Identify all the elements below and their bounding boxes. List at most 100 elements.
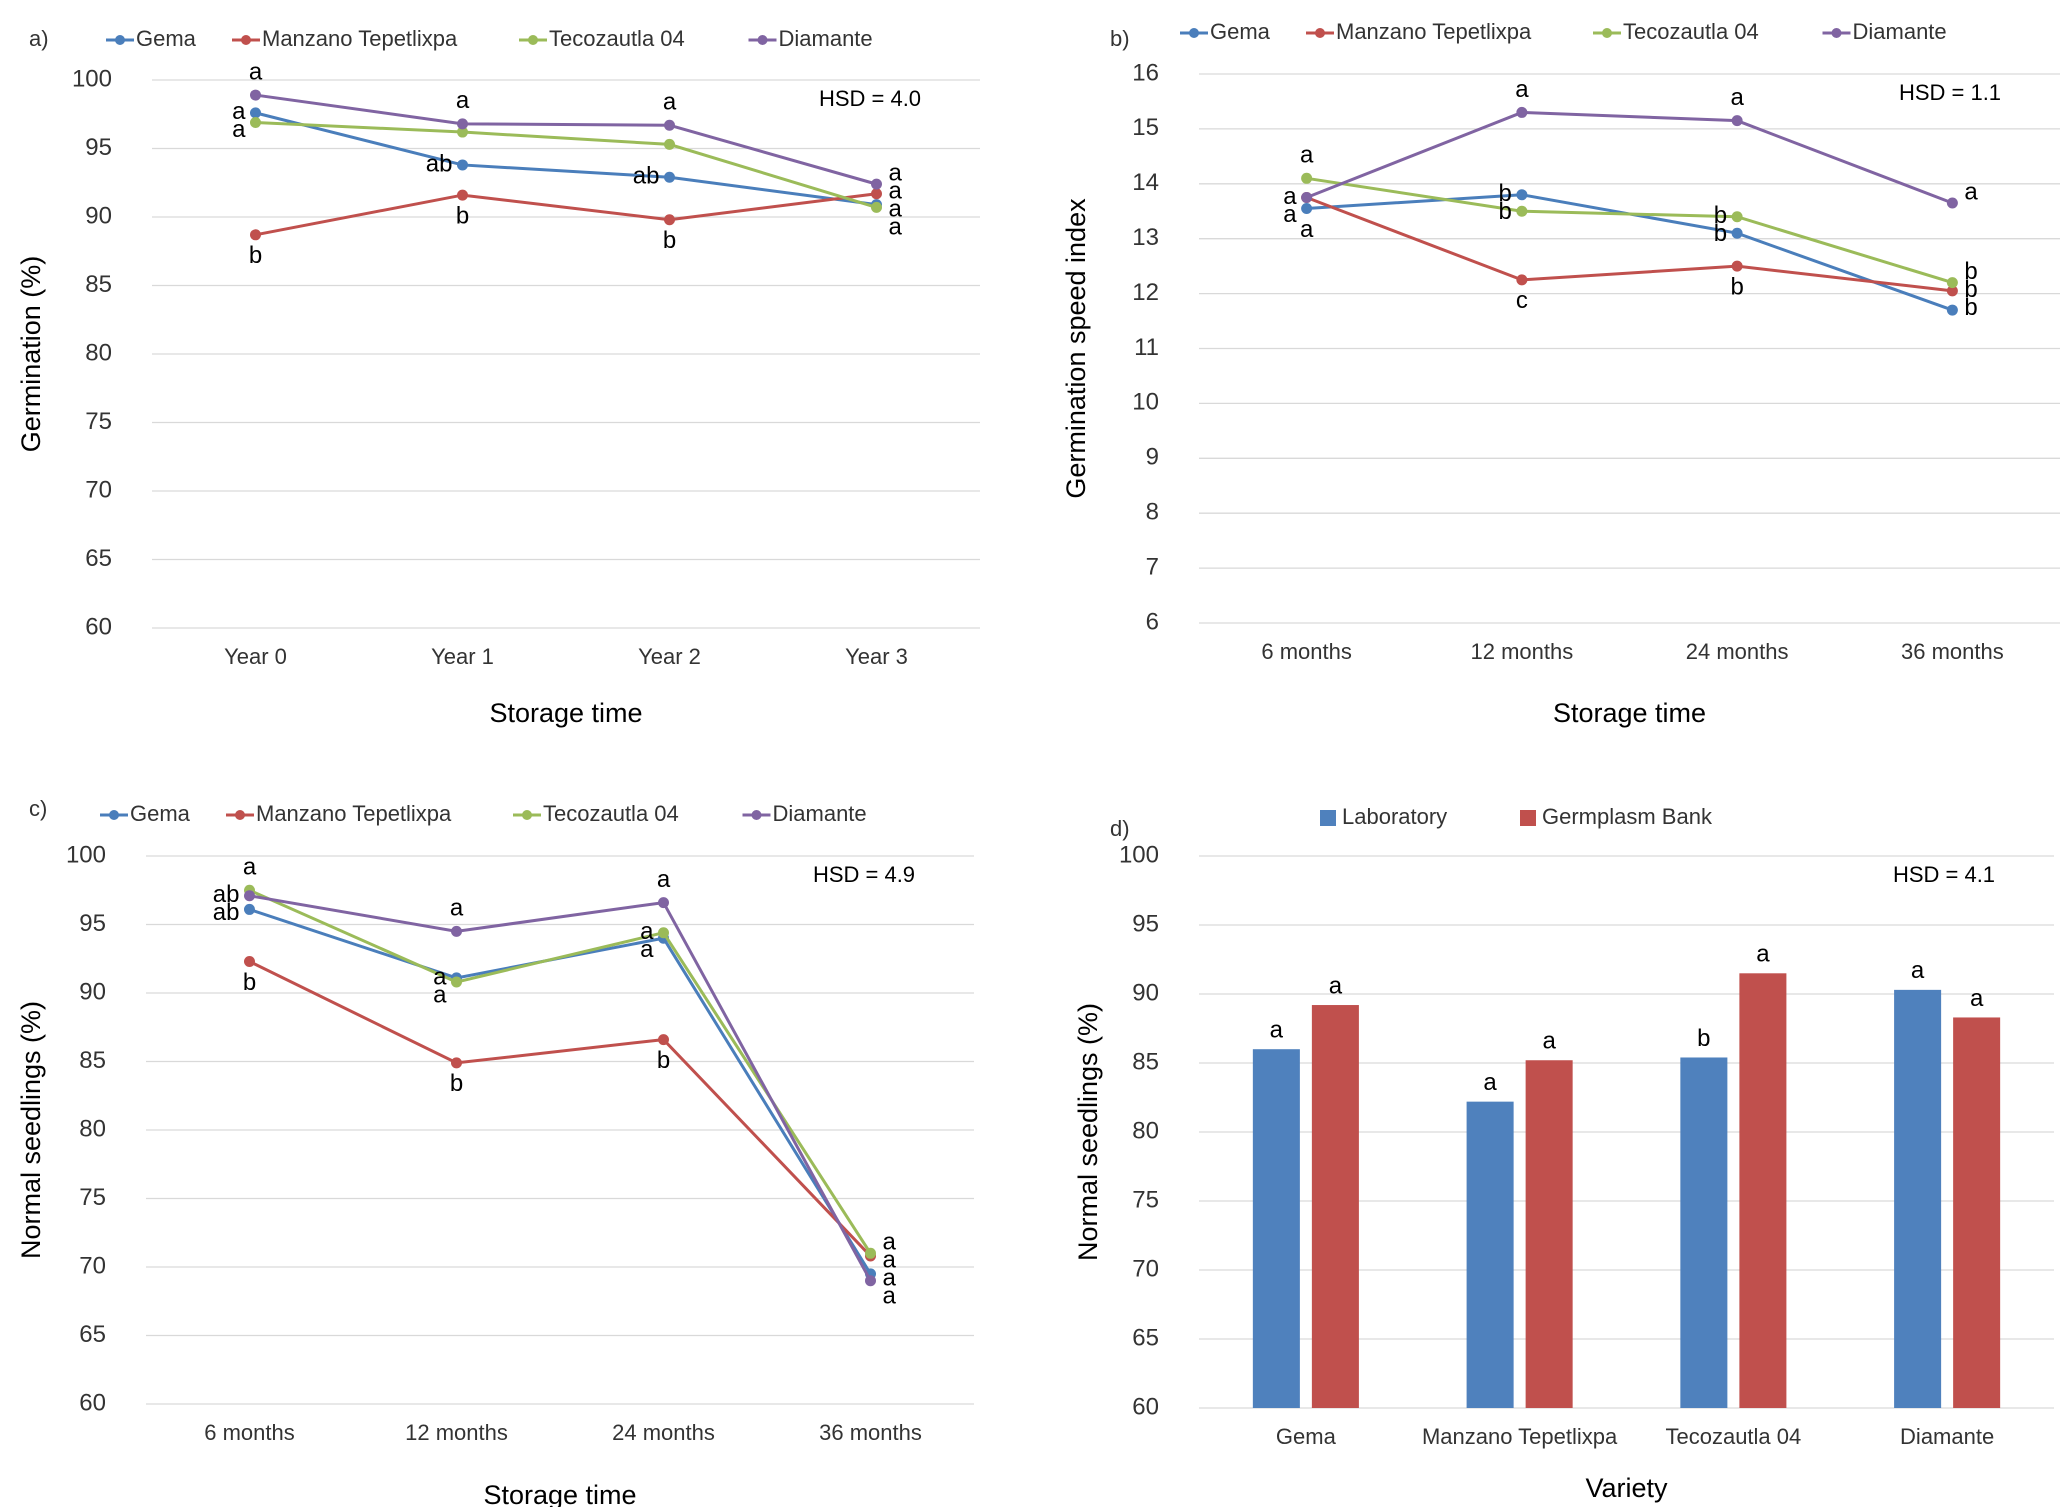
point	[664, 171, 675, 183]
significance-letter: a	[883, 1247, 897, 1274]
significance-letter: b	[456, 202, 469, 229]
x-tick-label: 24 months	[1686, 639, 1789, 664]
x-axis-title: Storage time	[489, 698, 642, 728]
panel: d) HSD = 4.1 Variety Normal seedlings (%) 60…	[1073, 804, 2054, 1503]
point	[250, 107, 261, 119]
point	[1731, 260, 1743, 272]
line	[255, 93, 877, 186]
x-axis-title: Variety	[1585, 1473, 1668, 1503]
line	[248, 960, 872, 1258]
y-tick-label: 13	[1132, 224, 1159, 251]
y-tick-label: 90	[79, 978, 106, 1005]
significance-letter: a	[889, 159, 903, 186]
x-tick-label: Year 3	[845, 644, 908, 669]
panel-label: d)	[1110, 816, 1130, 841]
point	[664, 119, 675, 131]
significance-letter: a	[433, 981, 447, 1008]
significance-letter: a	[1300, 216, 1314, 243]
significance-letter: a	[640, 936, 654, 963]
x-tick-label: 36 months	[819, 1420, 922, 1445]
point	[1516, 205, 1528, 217]
bar	[1894, 989, 1942, 1408]
x-tick-label: Gema	[1276, 1424, 1337, 1449]
legend-label: Diamante	[1853, 19, 1947, 44]
significance-letter: a	[883, 1229, 897, 1256]
bar	[1953, 1017, 2001, 1408]
x-tick-label: Year 2	[638, 644, 701, 669]
line	[1306, 176, 1953, 285]
significance-letter: ab	[426, 150, 453, 177]
legend-label: Germplasm Bank	[1542, 804, 1713, 829]
y-tick-label: 75	[85, 408, 112, 435]
y-tick-label: 75	[1132, 1186, 1159, 1213]
significance-letter: a	[249, 58, 263, 85]
significance-letter: a	[1542, 1028, 1556, 1055]
significance-letter: a	[1964, 178, 1978, 205]
legend-marker	[115, 35, 125, 45]
x-tick-label: Manzano Tepetlixpa	[1422, 1424, 1618, 1449]
significance-letter: b	[1697, 1025, 1710, 1052]
y-tick-label: 11	[1134, 334, 1159, 361]
legend-marker	[757, 35, 768, 45]
significance-letter: b	[249, 242, 262, 269]
line	[249, 908, 872, 1275]
significance-letter: a	[640, 918, 654, 945]
legend-marker	[109, 810, 119, 820]
point	[457, 126, 468, 138]
legend-label: Manzano Tepetlixpa	[256, 801, 452, 826]
point	[1516, 106, 1528, 118]
legend-label: Tecozautla 04	[549, 26, 685, 51]
significance-letter: a	[889, 195, 903, 222]
legend-label: Tecozautla 04	[543, 801, 679, 826]
annotation: HSD = 4.0	[819, 86, 921, 111]
significance-letter: a	[1730, 84, 1744, 111]
significance-letter: a	[889, 213, 903, 240]
y-tick-label: 65	[1132, 1324, 1159, 1351]
y-axis-title: Germination (%)	[16, 256, 46, 453]
significance-letter: a	[232, 98, 246, 125]
significance-letter: a	[883, 1283, 897, 1310]
y-tick-label: 16	[1132, 59, 1159, 86]
significance-letter: a	[1283, 201, 1297, 228]
y-tick-label: 70	[1132, 1255, 1159, 1282]
x-axis-title: Storage time	[1553, 698, 1706, 728]
y-tick-label: 60	[1132, 1393, 1159, 1420]
line	[255, 111, 877, 207]
y-tick-label: 80	[79, 1115, 106, 1142]
y-tick-label: 65	[85, 545, 112, 572]
x-axis-title: Storage time	[483, 1480, 636, 1507]
point	[658, 1034, 669, 1046]
y-tick-label: 15	[1132, 114, 1159, 141]
y-axis-title: Normal seedlings (%)	[16, 1001, 46, 1259]
y-tick-label: 90	[1132, 979, 1159, 1006]
x-tick-label: Tecozautla 04	[1665, 1424, 1801, 1449]
significance-letter: a	[1329, 972, 1343, 999]
significance-letter: b	[243, 969, 256, 996]
annotation: HSD = 1.1	[1899, 80, 2001, 105]
point	[865, 1247, 876, 1259]
legend-marker	[528, 35, 538, 45]
point	[457, 159, 468, 171]
significance-letter: a	[243, 854, 257, 881]
significance-letter: a	[450, 895, 464, 922]
y-tick-label: 6	[1146, 608, 1159, 635]
y-tick-label: 85	[85, 271, 112, 298]
significance-letter: b	[1714, 220, 1727, 247]
bar	[1739, 973, 1787, 1408]
legend-label: Manzano Tepetlixpa	[1336, 19, 1532, 44]
y-tick-label: 100	[72, 65, 112, 92]
y-tick-label: 8	[1146, 499, 1159, 526]
point	[451, 925, 462, 937]
panel: b) HSD = 1.1 Storage time Germination speed…	[1061, 19, 2060, 728]
point	[451, 1057, 462, 1069]
significance-letter: b	[663, 227, 676, 254]
significance-letter: b	[1964, 276, 1977, 303]
point	[250, 116, 261, 128]
x-tick-label: 36 months	[1901, 639, 2004, 664]
point	[1301, 172, 1313, 184]
x-tick-label: Year 1	[431, 644, 494, 669]
x-tick-label: 12 months	[1471, 639, 1574, 664]
line	[1306, 110, 1953, 205]
significance-letter: b	[1964, 258, 1977, 285]
